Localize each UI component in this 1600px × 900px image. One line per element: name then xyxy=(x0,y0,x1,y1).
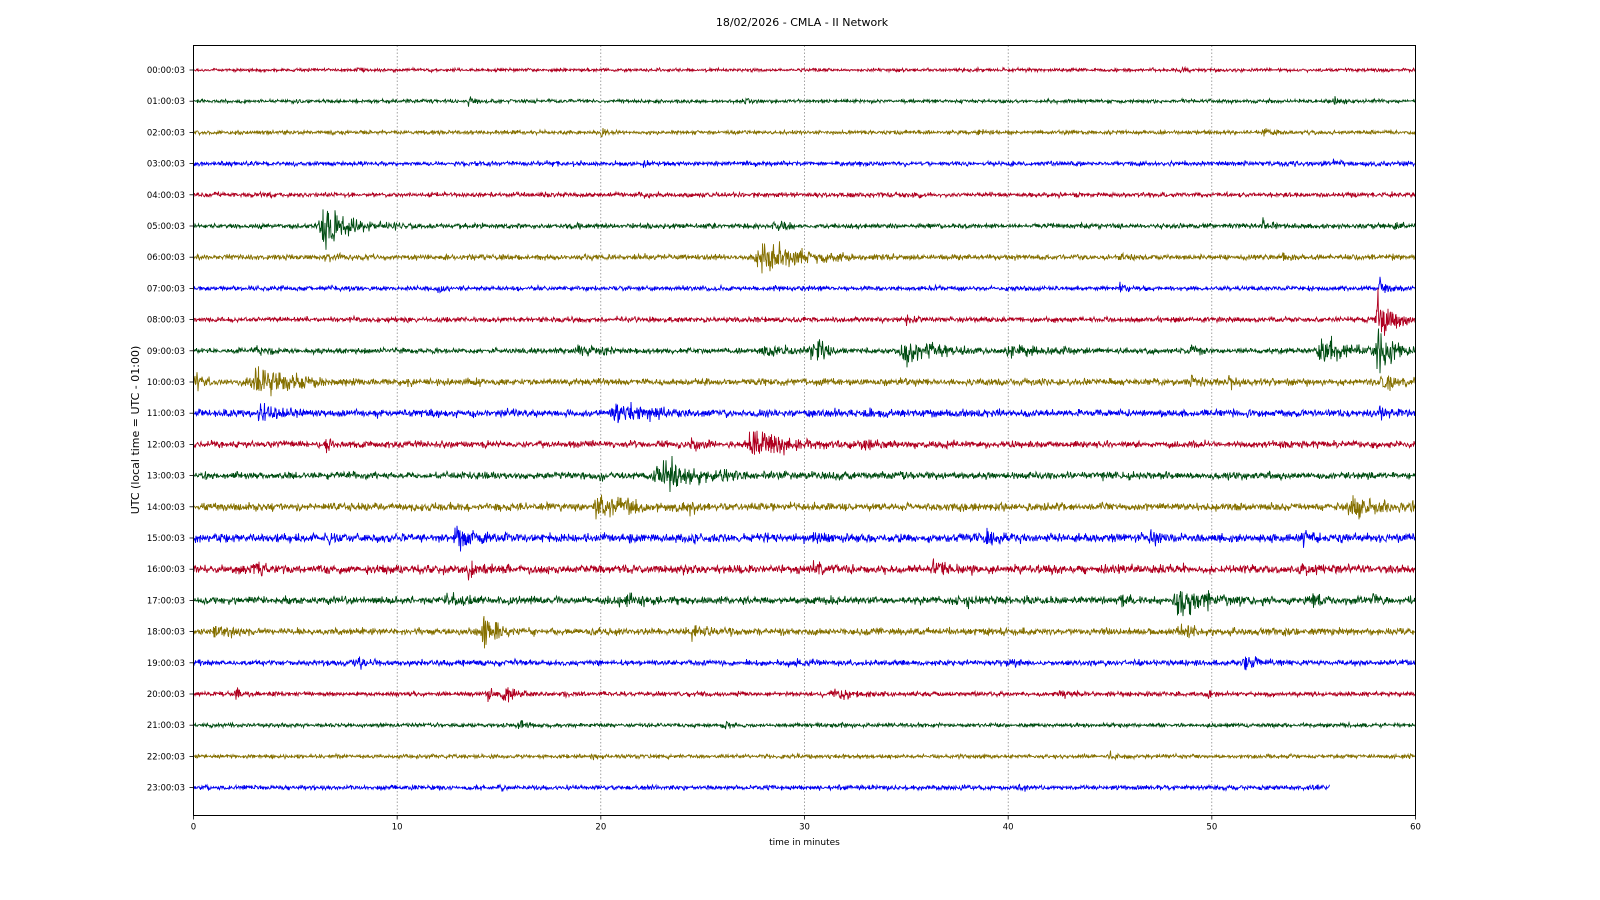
trace-11:00:03 xyxy=(193,401,1416,424)
trace-14:00:03 xyxy=(193,494,1416,520)
row-label: 15:00:03 xyxy=(147,534,185,544)
trace-15:00:03 xyxy=(193,525,1416,552)
plot-frame xyxy=(193,45,1416,816)
row-label: 00:00:03 xyxy=(147,66,185,76)
trace-00:00:03 xyxy=(193,65,1416,74)
trace-22:00:03 xyxy=(193,750,1416,761)
row-label: 16:00:03 xyxy=(147,565,185,575)
chart-title: 18/02/2026 - CMLA - II Network xyxy=(716,16,889,29)
trace-23:00:03 xyxy=(193,783,1330,792)
trace-21:00:03 xyxy=(193,720,1416,730)
x-axis-label: time in minutes xyxy=(769,838,840,848)
trace-08:00:03 xyxy=(193,288,1416,336)
row-label: 20:00:03 xyxy=(147,690,185,700)
row-label: 04:00:03 xyxy=(147,191,185,201)
trace-16:00:03 xyxy=(193,558,1416,581)
trace-10:00:03 xyxy=(193,366,1416,397)
y-axis-label: UTC (local time = UTC - 01:00) xyxy=(129,346,142,515)
trace-09:00:03 xyxy=(193,328,1416,374)
row-label: 10:00:03 xyxy=(147,378,185,388)
row-label: 19:00:03 xyxy=(147,659,185,669)
row-label: 13:00:03 xyxy=(147,472,185,482)
trace-13:00:03 xyxy=(193,455,1416,493)
trace-07:00:03 xyxy=(193,276,1416,294)
row-label: 14:00:03 xyxy=(147,503,185,513)
trace-05:00:03 xyxy=(193,209,1416,250)
trace-03:00:03 xyxy=(193,158,1416,168)
x-tick-label: 0 xyxy=(191,823,196,833)
x-tick-label: 60 xyxy=(1410,823,1421,833)
x-axis-ticks: 0 10 20 30 40 50 60 xyxy=(191,815,1421,833)
row-label: 01:00:03 xyxy=(147,97,185,107)
row-label: 09:00:03 xyxy=(147,347,185,357)
x-tick-label: 20 xyxy=(595,823,606,833)
row-time-labels: 00:00:03 01:00:03 02:00:03 03:00:03 04:00:03… xyxy=(147,66,194,794)
vertical-gridlines xyxy=(396,45,1213,816)
row-label: 12:00:03 xyxy=(147,440,185,450)
row-label: 07:00:03 xyxy=(147,284,185,294)
x-tick-label: 30 xyxy=(799,823,810,833)
trace-20:00:03 xyxy=(193,687,1416,703)
row-label: 23:00:03 xyxy=(147,784,185,794)
trace-02:00:03 xyxy=(193,127,1416,138)
row-label: 03:00:03 xyxy=(147,160,185,170)
row-label: 08:00:03 xyxy=(147,316,185,326)
trace-12:00:03 xyxy=(193,430,1416,456)
row-label: 21:00:03 xyxy=(147,721,185,731)
row-label: 22:00:03 xyxy=(147,752,185,762)
row-label: 11:00:03 xyxy=(147,409,185,419)
trace-17:00:03 xyxy=(193,590,1416,617)
x-tick-label: 10 xyxy=(392,823,403,833)
row-label: 06:00:03 xyxy=(147,253,185,263)
trace-01:00:03 xyxy=(193,96,1416,107)
seismogram-traces xyxy=(193,65,1416,792)
row-label: 02:00:03 xyxy=(147,128,185,138)
row-label: 05:00:03 xyxy=(147,222,185,232)
trace-06:00:03 xyxy=(193,241,1416,274)
row-label: 17:00:03 xyxy=(147,596,185,606)
trace-18:00:03 xyxy=(193,616,1416,649)
row-label: 18:00:03 xyxy=(147,628,185,638)
trace-19:00:03 xyxy=(193,656,1416,671)
trace-04:00:03 xyxy=(193,190,1416,200)
x-tick-label: 50 xyxy=(1206,823,1217,833)
x-tick-label: 40 xyxy=(1003,823,1014,833)
